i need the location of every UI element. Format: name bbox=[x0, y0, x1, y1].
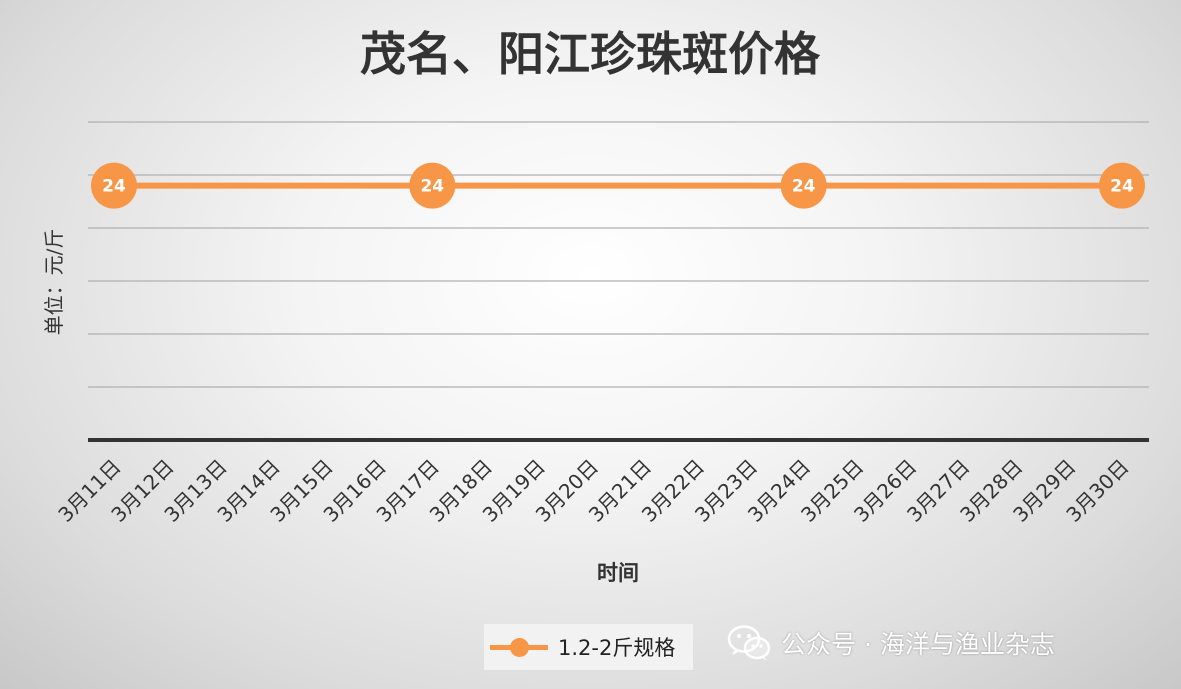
data-label: 24 bbox=[792, 177, 816, 197]
data-point bbox=[1099, 162, 1145, 209]
x-axis-label: 时间 bbox=[597, 561, 639, 585]
legend-series-marker bbox=[490, 624, 550, 670]
series-layer: 24 24 24 24 bbox=[91, 162, 1145, 209]
chart-title: 茂名、阳江珍珠斑价格 bbox=[360, 27, 821, 81]
data-point bbox=[91, 162, 137, 209]
data-label: 24 bbox=[1110, 177, 1134, 197]
y-axis-label: 单位：元/斤 bbox=[42, 229, 66, 336]
x-tick-labels: 3月11日3月12日3月13日3月14日3月15日3月16日3月17日3月18日… bbox=[53, 455, 1133, 527]
data-label: 24 bbox=[420, 177, 444, 197]
data-point bbox=[409, 162, 456, 209]
legend-series-label: 1.2-2斤规格 bbox=[558, 636, 676, 660]
wechat-icon bbox=[727, 624, 773, 662]
legend: 1.2-2斤规格 bbox=[484, 624, 693, 670]
watermark: 公众号 · 海洋与渔业杂志 bbox=[727, 620, 1055, 666]
data-point bbox=[780, 162, 827, 209]
grid-lines bbox=[88, 121, 1149, 388]
data-label: 24 bbox=[102, 177, 126, 197]
watermark-text: 公众号 · 海洋与渔业杂志 bbox=[781, 630, 1055, 659]
